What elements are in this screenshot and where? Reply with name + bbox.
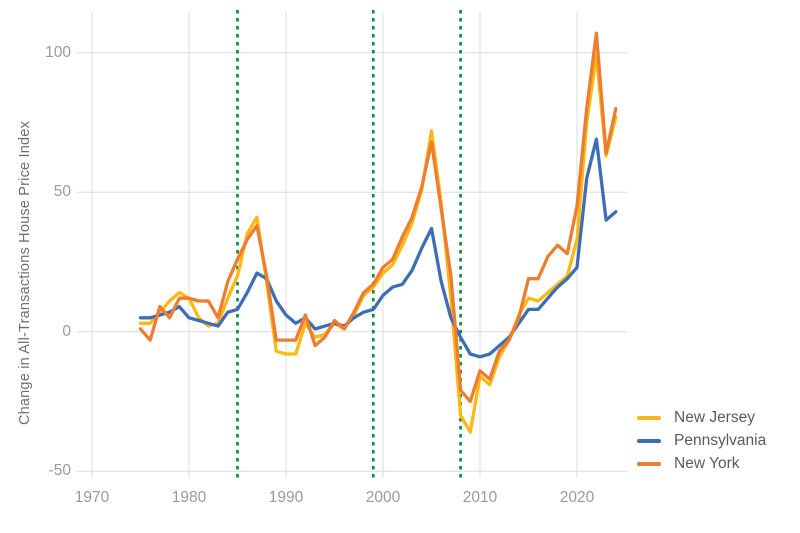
legend-line-swatch-new-york	[637, 461, 661, 466]
y-tick-label-50: 50	[53, 183, 71, 201]
legend-line-swatch-new-jersey	[637, 415, 661, 420]
y-tick-label-100: 100	[45, 43, 71, 61]
x-tick-label-2000: 2000	[365, 489, 401, 506]
series-line-pennsylvania	[138, 137, 618, 359]
x-tick-label-2010: 2010	[462, 489, 498, 506]
legend-label-new-jersey: New Jersey	[674, 408, 755, 426]
legend-label-new-york: New York	[674, 454, 740, 472]
y-tick-label-0: 0	[62, 322, 71, 340]
x-tick-label-1980: 1980	[171, 489, 207, 506]
x-tick-label-1990: 1990	[268, 489, 304, 506]
y-axis-title: Change in All-Transactions House Price I…	[17, 120, 33, 426]
y-tick-label--50: -50	[48, 462, 71, 480]
series-line-new-york	[138, 31, 618, 404]
legend-item-new-york: New York	[637, 452, 766, 475]
legend-line-swatch-pennsylvania	[637, 438, 661, 443]
legend-item-pennsylvania: Pennsylvania	[637, 429, 766, 452]
legend-item-new-jersey: New Jersey	[637, 406, 766, 429]
chart-legend: New Jersey Pennsylvania New York	[637, 406, 766, 475]
x-tick-label-2020: 2020	[559, 489, 595, 506]
x-tick-label-1970: 1970	[74, 489, 110, 506]
legend-label-pennsylvania: Pennsylvania	[674, 431, 767, 449]
series-line-new-jersey	[138, 53, 618, 434]
